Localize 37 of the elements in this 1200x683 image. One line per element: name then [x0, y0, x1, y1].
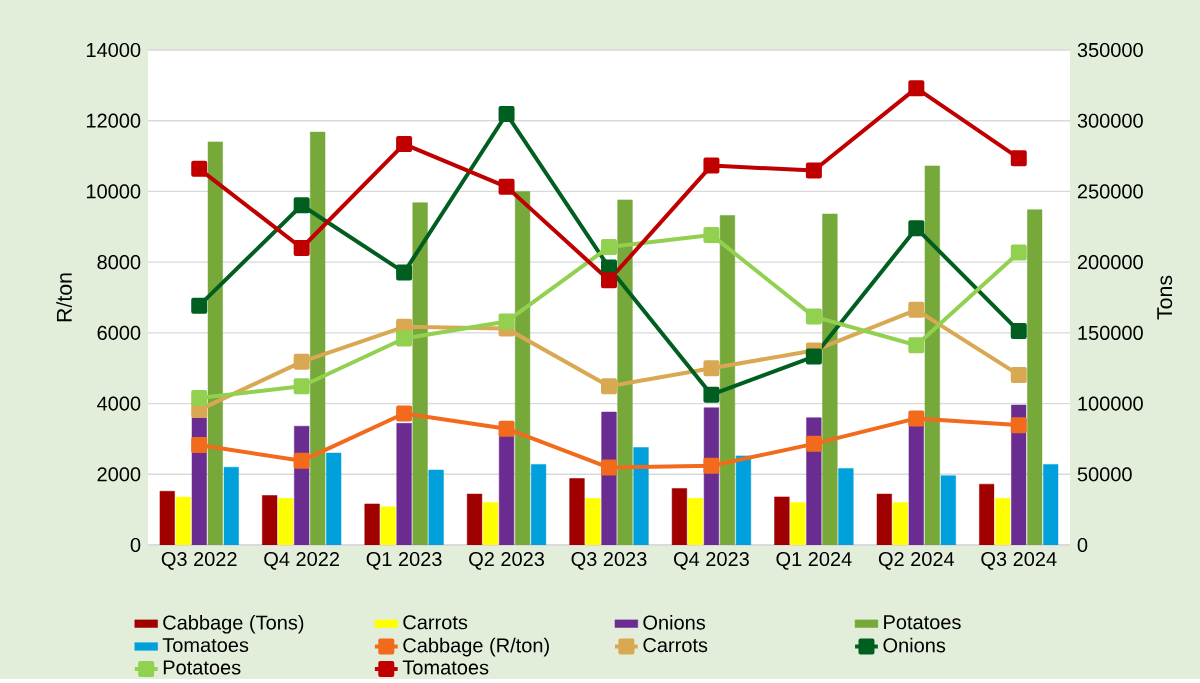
y-tick-label: 14000 [86, 43, 141, 58]
legend-label: Onions [643, 615, 706, 630]
legend-label: Onions [883, 637, 946, 653]
x-tick-label: Q3 2022 [161, 552, 237, 570]
y2-tick-label: 250000 [1077, 184, 1143, 199]
y-tick-label: 6000 [97, 325, 141, 341]
x-tick-label: Q2 2023 [469, 552, 545, 570]
y-tick-label: 4000 [97, 396, 141, 411]
y2-axis-title: Tons [1157, 275, 1173, 320]
x-tick-label: Q3 2024 [981, 552, 1057, 570]
y2-tick-label: 300000 [1077, 113, 1143, 128]
x-tick-label: Q4 2023 [674, 552, 749, 570]
legend-label: Cabbage (Tons) [163, 615, 304, 634]
y2-tick-label: 0 [1077, 538, 1088, 553]
x-tick-label: Q1 2023 [366, 552, 442, 570]
legend-label: Potatoes [163, 660, 241, 675]
x-tick-label: Q1 2024 [776, 552, 852, 570]
y-tick-label: 2000 [97, 467, 141, 482]
x-tick-label: Q4 2022 [264, 552, 340, 570]
y-tick-label: 10000 [86, 184, 141, 199]
y2-tick-label: 50000 [1077, 467, 1132, 482]
y2-tick-label: 150000 [1078, 325, 1143, 341]
y-tick-label: 0 [130, 538, 141, 553]
x-tick-label: Q2 2024 [878, 552, 955, 570]
y-tick-label: 12000 [86, 113, 141, 128]
y-axis-title: R/ton [56, 273, 72, 322]
legend-label: Potatoes [884, 615, 961, 630]
y2-tick-label: 100000 [1078, 396, 1143, 411]
y2-tick-label: 200000 [1077, 255, 1143, 270]
legend-label: Cabbage (R/ton) [403, 637, 549, 657]
y-tick-label: 8000 [97, 255, 141, 270]
legend-label: Tomatoes [162, 638, 249, 653]
legend-label: Carrots [403, 615, 468, 630]
y2-tick-label: 350000 [1077, 43, 1143, 58]
x-tick-label: Q3 2023 [571, 552, 647, 570]
legend-label: Tomatoes [402, 660, 489, 675]
legend-label: Carrots [643, 638, 708, 653]
